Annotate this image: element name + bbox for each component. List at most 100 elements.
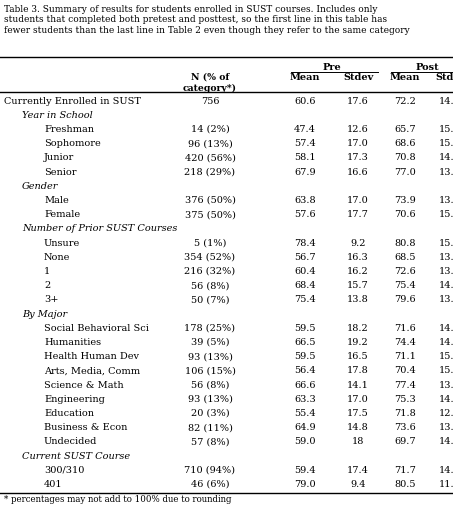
Text: 5 (1%): 5 (1%) — [194, 238, 226, 248]
Text: 78.4: 78.4 — [294, 238, 316, 248]
Text: 74.4: 74.4 — [394, 338, 416, 347]
Text: Pre: Pre — [322, 63, 341, 72]
Text: 68.5: 68.5 — [394, 253, 416, 262]
Text: 15.4: 15.4 — [439, 210, 453, 219]
Text: 13.8: 13.8 — [347, 296, 369, 304]
Text: 70.4: 70.4 — [394, 366, 416, 375]
Text: 68.4: 68.4 — [294, 281, 316, 290]
Text: 63.3: 63.3 — [294, 395, 316, 404]
Text: 55.4: 55.4 — [294, 409, 316, 418]
Text: 17.8: 17.8 — [347, 366, 369, 375]
Text: 15.0: 15.0 — [439, 366, 453, 375]
Text: Junior: Junior — [44, 153, 74, 162]
Text: 1: 1 — [44, 267, 50, 276]
Text: Stdev: Stdev — [435, 73, 453, 82]
Text: 82 (11%): 82 (11%) — [188, 423, 232, 432]
Text: 59.5: 59.5 — [294, 352, 316, 361]
Text: Science & Math: Science & Math — [44, 381, 124, 390]
Text: Currently Enrolled in SUST: Currently Enrolled in SUST — [4, 97, 141, 106]
Text: 13.8: 13.8 — [439, 167, 453, 176]
Text: 63.8: 63.8 — [294, 196, 316, 205]
Text: 72.6: 72.6 — [394, 267, 416, 276]
Text: 13.7: 13.7 — [439, 267, 453, 276]
Text: Table 3. Summary of results for students enrolled in SUST courses. Includes only: Table 3. Summary of results for students… — [4, 5, 410, 35]
Text: 68.6: 68.6 — [394, 139, 416, 148]
Text: 17.5: 17.5 — [347, 409, 369, 418]
Text: 420 (56%): 420 (56%) — [184, 153, 236, 162]
Text: 178 (25%): 178 (25%) — [184, 324, 236, 333]
Text: 15.8: 15.8 — [439, 238, 453, 248]
Text: 57.4: 57.4 — [294, 139, 316, 148]
Text: 80.8: 80.8 — [394, 238, 416, 248]
Text: 300/310: 300/310 — [44, 466, 84, 475]
Text: 56 (8%): 56 (8%) — [191, 281, 229, 290]
Text: 14.7: 14.7 — [439, 437, 453, 446]
Text: 106 (15%): 106 (15%) — [184, 366, 236, 375]
Text: 67.9: 67.9 — [294, 167, 316, 176]
Text: 59.4: 59.4 — [294, 466, 316, 475]
Text: 69.7: 69.7 — [394, 437, 416, 446]
Text: Undecided: Undecided — [44, 437, 97, 446]
Text: Unsure: Unsure — [44, 238, 80, 248]
Text: N (% of
category*): N (% of category*) — [183, 73, 237, 92]
Text: Engineering: Engineering — [44, 395, 105, 404]
Text: 59.5: 59.5 — [294, 324, 316, 333]
Text: 70.8: 70.8 — [394, 153, 416, 162]
Text: 77.4: 77.4 — [394, 381, 416, 390]
Text: Social Behavioral Sci: Social Behavioral Sci — [44, 324, 149, 333]
Text: 17.0: 17.0 — [347, 196, 369, 205]
Text: 79.0: 79.0 — [294, 480, 316, 489]
Text: 756: 756 — [201, 97, 219, 106]
Text: 64.9: 64.9 — [294, 423, 316, 432]
Text: 75.4: 75.4 — [294, 296, 316, 304]
Text: Freshman: Freshman — [44, 125, 94, 134]
Text: Health Human Dev: Health Human Dev — [44, 352, 139, 361]
Text: 39 (5%): 39 (5%) — [191, 338, 229, 347]
Text: Post: Post — [416, 63, 439, 72]
Text: 354 (52%): 354 (52%) — [184, 253, 236, 262]
Text: 46 (6%): 46 (6%) — [191, 480, 229, 489]
Text: 14.4: 14.4 — [439, 324, 453, 333]
Text: 15.8: 15.8 — [439, 125, 453, 134]
Text: Gender: Gender — [22, 182, 58, 191]
Text: 57 (8%): 57 (8%) — [191, 437, 229, 446]
Text: None: None — [44, 253, 70, 262]
Text: By Major: By Major — [22, 310, 67, 319]
Text: 71.7: 71.7 — [394, 466, 416, 475]
Text: Current SUST Course: Current SUST Course — [22, 452, 130, 460]
Text: 710 (94%): 710 (94%) — [184, 466, 236, 475]
Text: 14.7: 14.7 — [439, 395, 453, 404]
Text: Female: Female — [44, 210, 80, 219]
Text: 9.2: 9.2 — [350, 238, 366, 248]
Text: 14 (2%): 14 (2%) — [191, 125, 229, 134]
Text: 16.3: 16.3 — [347, 253, 369, 262]
Text: 60.6: 60.6 — [294, 97, 316, 106]
Text: 75.3: 75.3 — [394, 395, 416, 404]
Text: 20 (3%): 20 (3%) — [191, 409, 229, 418]
Text: Education: Education — [44, 409, 94, 418]
Text: 16.5: 16.5 — [347, 352, 369, 361]
Text: * percentages may not add to 100% due to rounding: * percentages may not add to 100% due to… — [4, 495, 231, 503]
Text: 18: 18 — [352, 437, 364, 446]
Text: 17.3: 17.3 — [347, 153, 369, 162]
Text: 15.7: 15.7 — [347, 281, 369, 290]
Text: 13.4: 13.4 — [439, 381, 453, 390]
Text: 79.6: 79.6 — [394, 296, 416, 304]
Text: Senior: Senior — [44, 167, 77, 176]
Text: 14.5: 14.5 — [439, 281, 453, 290]
Text: 376 (50%): 376 (50%) — [184, 196, 236, 205]
Text: 14.7: 14.7 — [439, 466, 453, 475]
Text: 9.4: 9.4 — [350, 480, 366, 489]
Text: 17.0: 17.0 — [347, 139, 369, 148]
Text: Male: Male — [44, 196, 69, 205]
Text: 73.9: 73.9 — [394, 196, 416, 205]
Text: 66.6: 66.6 — [294, 381, 316, 390]
Text: Arts, Media, Comm: Arts, Media, Comm — [44, 366, 140, 375]
Text: Humanities: Humanities — [44, 338, 101, 347]
Text: 17.6: 17.6 — [347, 97, 369, 106]
Text: 77.0: 77.0 — [394, 167, 416, 176]
Text: 60.4: 60.4 — [294, 267, 316, 276]
Text: 18.2: 18.2 — [347, 324, 369, 333]
Text: 96 (13%): 96 (13%) — [188, 139, 232, 148]
Text: 2: 2 — [44, 281, 50, 290]
